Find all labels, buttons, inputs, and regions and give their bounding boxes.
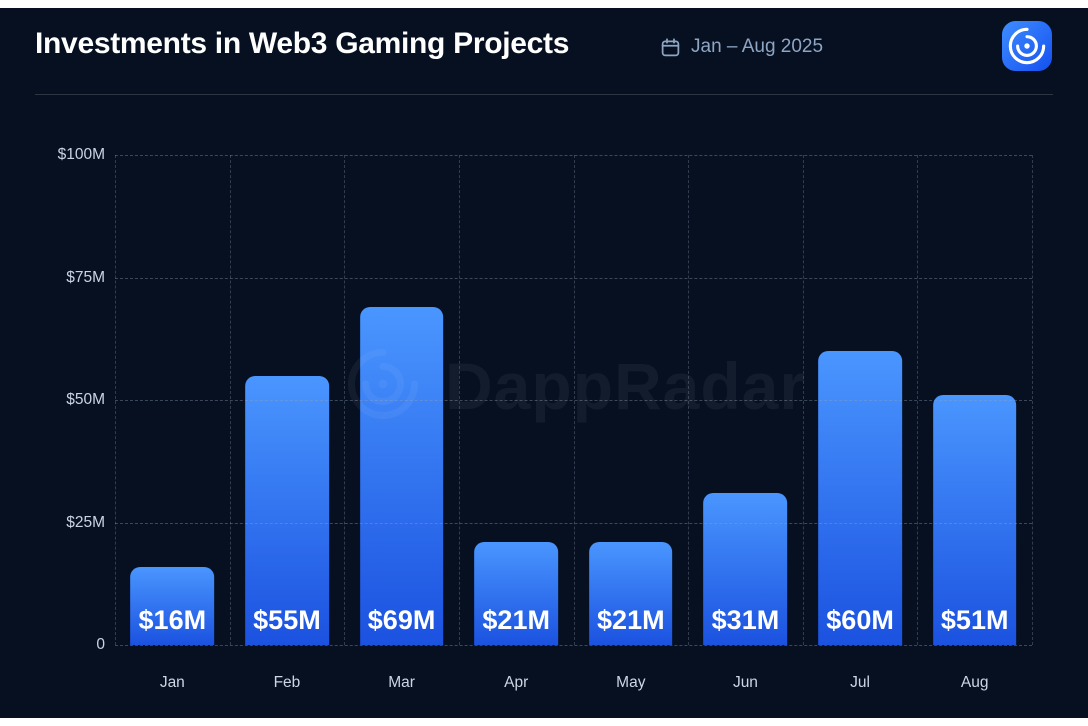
v-gridline	[802, 155, 804, 645]
bar-jan: $16M	[130, 566, 215, 645]
v-gridline	[115, 155, 116, 645]
bar-aug: $51M	[932, 395, 1017, 645]
plot-area: $16M $55M $69M $21M $21M $31M $60M $51M	[115, 155, 1033, 646]
bar-column: $21M	[574, 155, 689, 645]
v-gridline	[458, 155, 460, 645]
x-tick-label: Aug	[960, 674, 989, 691]
y-axis: $100M $75M $50M $25M 0	[28, 146, 105, 653]
x-tick-label: Feb	[273, 674, 301, 691]
bar-column: $21M	[459, 155, 574, 645]
h-gridline	[115, 645, 1032, 646]
bar-mar: $69M	[359, 306, 444, 645]
bar-column: $16M	[115, 155, 230, 645]
bar-column: $31M	[688, 155, 803, 645]
page-title: Investments in Web3 Gaming Projects	[35, 27, 570, 60]
bar-value-label: $21M	[482, 605, 550, 635]
x-tick-label: Jan	[159, 674, 185, 691]
bar-value-label: $31M	[711, 605, 780, 635]
h-gridline	[115, 277, 1032, 279]
bar-value-label: $69M	[367, 605, 436, 635]
v-gridline	[229, 155, 231, 645]
bar-jul: $60M	[818, 351, 902, 645]
date-range: Jan – Aug 2025	[660, 36, 823, 58]
h-gridline	[115, 400, 1032, 401]
bar-column: $55M	[230, 155, 345, 645]
y-tick-label: $75M	[66, 268, 105, 286]
date-range-label: Jan – Aug 2025	[691, 36, 824, 57]
y-tick-label: $100M	[57, 146, 105, 163]
y-tick-label: $25M	[66, 513, 105, 531]
x-tick-label: Jul	[850, 674, 870, 691]
top-border-strip	[0, 0, 1088, 8]
bar-value-label: $16M	[138, 605, 207, 635]
x-tick-label: Apr	[504, 674, 529, 691]
v-gridline	[917, 155, 919, 645]
x-tick-label: May	[616, 674, 646, 691]
bar-value-label: $55M	[253, 605, 321, 635]
bar-value-label: $60M	[826, 605, 894, 635]
dappradar-logo[interactable]	[1002, 21, 1052, 71]
v-gridline	[573, 155, 575, 645]
bar-jun: $31M	[703, 493, 788, 645]
v-gridline	[1032, 155, 1033, 645]
bar-value-label: $21M	[597, 605, 665, 635]
h-gridline	[115, 155, 1032, 156]
y-tick-label: $50M	[66, 391, 105, 408]
bottom-border-strip	[0, 718, 1088, 726]
x-axis: Jan Feb Mar Apr May Jun Jul Aug	[115, 674, 1032, 692]
y-tick-label: 0	[96, 636, 105, 653]
bar-column: $60M	[803, 155, 918, 645]
h-gridline	[115, 522, 1032, 524]
bar-column: $51M	[917, 155, 1032, 645]
v-gridline	[688, 155, 690, 645]
bar-column: $69M	[344, 155, 459, 645]
v-gridline	[344, 155, 346, 645]
header-divider	[35, 94, 1053, 95]
bar-may: $21M	[588, 542, 673, 645]
bar-feb: $55M	[245, 375, 329, 645]
x-tick-label: Mar	[388, 674, 415, 691]
calendar-icon	[660, 37, 681, 58]
bar-columns: $16M $55M $69M $21M $21M $31M $60M $51M	[115, 155, 1032, 645]
x-tick-label: Jun	[732, 674, 758, 691]
bar-value-label: $51M	[940, 605, 1009, 635]
bar-apr: $21M	[474, 542, 559, 645]
